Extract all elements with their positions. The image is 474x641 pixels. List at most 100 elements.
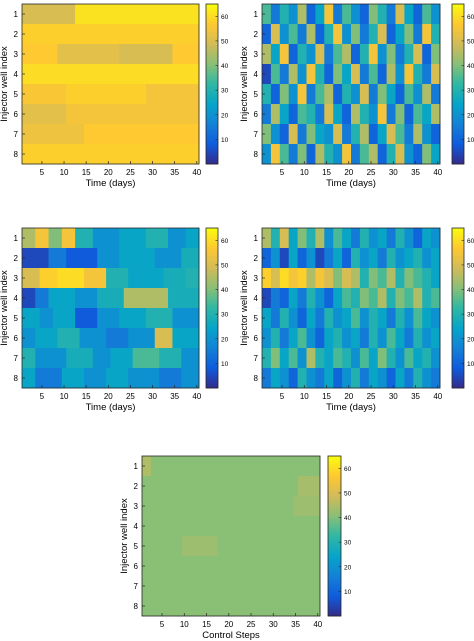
colorbar-slice — [206, 129, 218, 132]
colorbar-slice — [452, 253, 464, 256]
heatmap-cell-well-4-steps-15-16 — [324, 64, 334, 85]
colorbar-slice — [328, 573, 341, 577]
colorbar-slice — [206, 156, 218, 160]
y-tick-label: 3 — [254, 50, 259, 59]
colorbar-slice — [452, 363, 464, 366]
x-tick-label: 15 — [322, 168, 331, 177]
colorbar-tick-label: 20 — [221, 112, 229, 119]
heatmap-cell-well-1-steps-21-22 — [351, 228, 361, 249]
colorbar-slice — [328, 611, 341, 614]
heatmap-panel-2: 5 10 15 20 25 30 35 40 1 2 3 4 5 6 7 8 Time (days) Inject… — [239, 3, 474, 189]
heatmap-cell-well-3-steps-19-20 — [342, 44, 352, 65]
heatmap-cell-well-1-steps-29-30 — [386, 4, 396, 25]
colorbar-slice — [452, 243, 464, 246]
colorbar-slice — [452, 353, 464, 356]
colorbar-slice — [206, 298, 218, 301]
x-tick-label: 5 — [280, 392, 285, 401]
colorbar-tick-label: 60 — [221, 14, 229, 21]
colorbar-slice — [328, 598, 341, 602]
heatmap-cell-well-6-steps-29-30 — [386, 104, 396, 125]
heatmap-cell-well-7-steps-25-26 — [368, 124, 379, 145]
colorbar-slice — [328, 538, 341, 542]
colorbar-slice — [206, 233, 218, 236]
heatmap-cell-well-5-steps-29-34 — [145, 308, 173, 329]
colorbar-slice — [452, 134, 464, 137]
colorbar-slice — [452, 303, 464, 306]
colorbar-slice — [328, 526, 341, 529]
plot-frame — [21, 227, 200, 389]
y-tick-label: 3 — [134, 502, 139, 511]
heatmap-cell-well-2-steps-23-24 — [359, 248, 370, 269]
heatmap-cell-well-4-steps-24-33 — [123, 288, 169, 309]
heatmap-cell-well-1-steps-13-14 — [315, 4, 325, 25]
colorbar-slice — [452, 270, 464, 274]
heatmap-cell-well-1-steps-1-3 — [22, 228, 36, 249]
heatmap-cell-well-2-steps-13-14 — [315, 24, 325, 45]
colorbar-slice — [452, 51, 464, 55]
heatmap-cell-well-4-steps-19-20 — [342, 288, 352, 309]
colorbar-tick-label: 20 — [221, 336, 229, 343]
heatmap-cell-well-1-steps-35-36 — [413, 4, 423, 25]
heatmap-cell-well-7-steps-37-38 — [422, 348, 432, 369]
colorbar-slice — [206, 21, 218, 25]
colorbar-slice — [206, 161, 218, 165]
colorbar-slice — [206, 345, 218, 349]
heatmap-cell-well-4-steps-23-24 — [359, 64, 370, 85]
heatmap-cell-well-1-steps-13-40 — [75, 4, 200, 25]
colorbar-slice — [206, 310, 218, 314]
colorbar-slice — [206, 139, 218, 142]
heatmap-cell-well-2-steps-1-35 — [142, 476, 299, 497]
y-tick-label: 2 — [134, 482, 139, 491]
colorbar-slice — [206, 131, 218, 135]
heatmap-cell-well-2-steps-36-40 — [297, 476, 321, 497]
colorbar-slice — [206, 61, 218, 65]
heatmap-cell-well-5-steps-27-28 — [377, 84, 387, 105]
heatmap-cell-well-7-steps-37-40 — [181, 348, 200, 369]
colorbar-slice — [328, 546, 341, 549]
y-tick-label: 8 — [254, 150, 259, 159]
colorbar-slice — [328, 561, 341, 564]
colorbar-frame — [205, 227, 219, 389]
heatmap-cell-well-4-steps-5-6 — [279, 64, 290, 85]
heatmap-cell-well-2-steps-1-6 — [22, 248, 49, 269]
heatmap-cell-well-2-steps-37-38 — [422, 24, 432, 45]
colorbar-slice — [328, 541, 341, 544]
heatmap-cell-well-4-steps-31-32 — [395, 64, 405, 85]
colorbar-slice — [206, 378, 218, 381]
heatmap-cell-well-8-steps-10-14 — [61, 368, 85, 389]
colorbar-slice — [206, 248, 218, 251]
colorbar-slice — [206, 320, 218, 324]
colorbar-slice — [328, 601, 341, 604]
heatmap-cell-well-5-steps-29-30 — [386, 84, 396, 105]
colorbar-slice — [206, 9, 218, 12]
heatmap-cell-well-7-steps-17-18 — [333, 124, 343, 145]
colorbar-slice — [452, 310, 464, 314]
colorbar-slice — [328, 528, 341, 532]
heatmap-cell-well-6-steps-14-19 — [79, 328, 107, 349]
colorbar-slice — [452, 19, 464, 22]
heatmap-cell-well-5-steps-17-18 — [333, 84, 343, 105]
heatmap-cell-well-4-steps-27-28 — [377, 64, 387, 85]
colorbar-slice — [452, 161, 464, 165]
colorbar-slice — [452, 136, 464, 140]
heatmap-cell-well-1-steps-1-12 — [22, 4, 76, 25]
x-tick-label: 40 — [192, 168, 201, 177]
y-tick-label: 1 — [14, 10, 19, 19]
heatmap-cell-well-4-steps-7-8 — [288, 64, 298, 85]
heatmap-cell-well-7-steps-26-31 — [132, 348, 160, 369]
heatmap-cell-well-8-steps-25-26 — [368, 368, 379, 389]
colorbar-slice — [452, 318, 464, 321]
colorbar-slice — [206, 280, 218, 284]
colorbar-slice — [206, 109, 218, 112]
colorbar-slice — [206, 14, 218, 17]
x-axis-label: Time (days) — [86, 178, 136, 189]
heatmap-cell-well-7-steps-15-16 — [324, 124, 334, 145]
heatmap-cell-well-5-steps-1-4 — [22, 308, 41, 329]
heatmap-cell-well-6-steps-11-12 — [306, 328, 316, 349]
x-tick-label: 5 — [40, 168, 45, 177]
heatmap-cell-well-5-steps-27-28 — [377, 308, 387, 329]
heatmap-cell-well-3-steps-37-38 — [422, 268, 432, 289]
colorbar-slice — [452, 375, 464, 379]
colorbar-slice — [206, 313, 218, 316]
heatmap-cell-well-6-steps-3-4 — [270, 104, 281, 125]
